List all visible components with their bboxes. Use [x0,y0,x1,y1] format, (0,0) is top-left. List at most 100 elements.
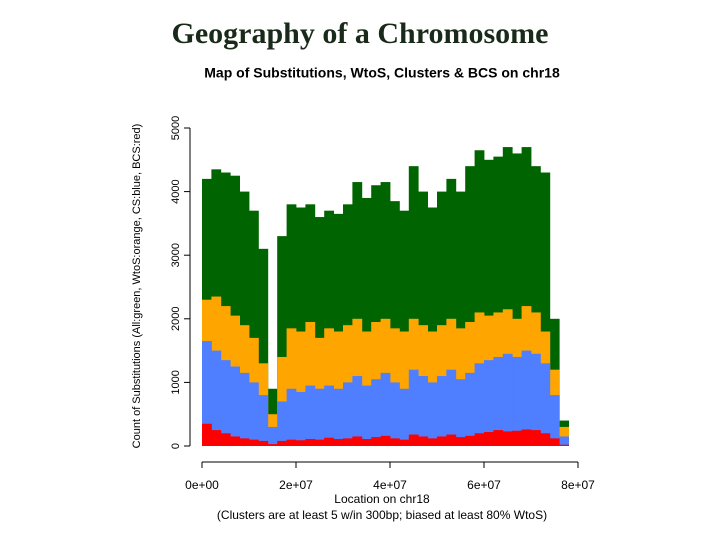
bar [230,175,240,446]
bar [371,185,381,447]
bar [521,147,532,446]
bar [239,372,250,446]
bar [437,376,447,446]
bar [220,433,231,446]
bar [521,350,532,446]
bar [399,210,410,446]
bar [230,366,240,446]
bar [324,437,334,446]
bar [371,379,381,446]
bar [239,191,250,446]
bar [258,248,269,446]
bar [474,150,485,446]
bar [267,444,278,446]
bar [437,436,447,446]
bar [333,213,344,446]
bar [343,438,353,446]
bar [286,328,297,446]
bar [531,430,541,446]
bar [484,360,494,446]
bar [493,430,504,446]
bar [418,376,428,446]
bar [314,439,325,446]
bar [296,391,306,446]
bar [324,385,334,446]
y-tick-label: 0 [170,443,182,449]
bar [277,440,287,446]
bar [239,438,250,446]
bar [277,356,287,446]
bar [220,360,231,446]
bar [427,438,438,446]
bar [446,178,457,446]
bar [502,353,513,446]
bar [484,432,494,446]
bar [352,376,363,446]
bar [465,435,475,446]
bar [305,439,316,446]
bar [352,182,363,446]
bar [343,382,353,446]
bar [446,369,457,446]
bar [474,363,485,446]
bar [437,191,447,446]
bar [249,439,259,446]
bar [484,159,494,447]
bar [446,434,457,446]
bar [512,153,522,446]
bar [521,429,532,446]
bar [249,210,259,446]
bar [408,369,419,446]
bar [540,433,551,446]
bar [540,172,551,446]
bar [277,236,287,446]
bar [258,440,269,446]
bar [418,436,428,446]
y-axis-label: Count of Substitutions (All:green, WtoS:… [131,124,143,449]
bar [559,436,569,446]
bar [502,431,513,446]
chart-subtitle: (Clusters are at least 5 w/in 300bp; bia… [217,508,547,522]
bar [202,423,212,446]
bar [380,372,391,446]
bar [286,204,297,446]
bar [380,182,391,446]
bar [211,430,222,446]
bar [531,353,541,446]
bar [455,191,466,446]
bar [361,385,372,446]
bar [305,321,316,446]
bar [390,438,400,446]
bar [333,388,344,446]
x-tick-label: 2e+07 [279,478,313,492]
bar [549,395,560,446]
bar [305,385,316,446]
x-tick-label: 8e+07 [561,478,595,492]
bar [427,207,438,446]
bar [493,356,504,446]
bar [352,436,363,446]
bar [390,382,400,446]
bar [380,435,391,446]
bar [512,356,522,446]
bar [371,437,381,446]
bar [512,430,522,446]
bar [408,434,419,446]
bar [258,395,269,446]
bar [502,147,513,446]
bar [390,201,400,446]
bar [531,166,541,446]
bar [399,388,410,446]
x-tick-label: 6e+07 [467,478,501,492]
bar [314,217,325,446]
bar [286,388,297,446]
x-tick-label: 4e+07 [373,478,407,492]
bar [361,197,372,446]
bar [314,388,325,446]
bar [333,439,344,446]
bar [493,156,504,446]
x-tick-label: 0e+00 [185,478,219,492]
bar [559,444,569,446]
